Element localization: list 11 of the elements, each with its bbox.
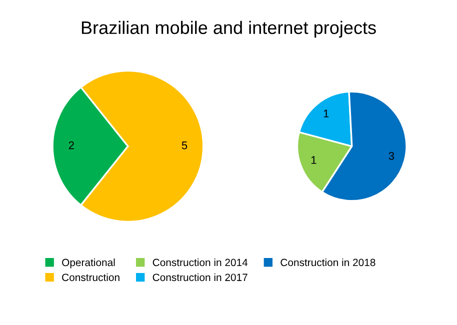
data-label: 5 [182, 142, 188, 150]
legend-label: Construction in 2014 [152, 258, 248, 266]
data-label: 1 [324, 110, 329, 118]
data-label: 1 [311, 156, 316, 164]
legend-label: Construction in 2018 [280, 258, 376, 266]
data-label: 2 [68, 141, 74, 150]
chart-title: Brazilian mobile and internet projects [82, 20, 376, 38]
legend-label: Construction in 2017 [152, 273, 248, 282]
legend-label: Operational [62, 258, 115, 268]
data-label: 3 [388, 152, 394, 160]
legend-label: Construction [62, 273, 120, 282]
